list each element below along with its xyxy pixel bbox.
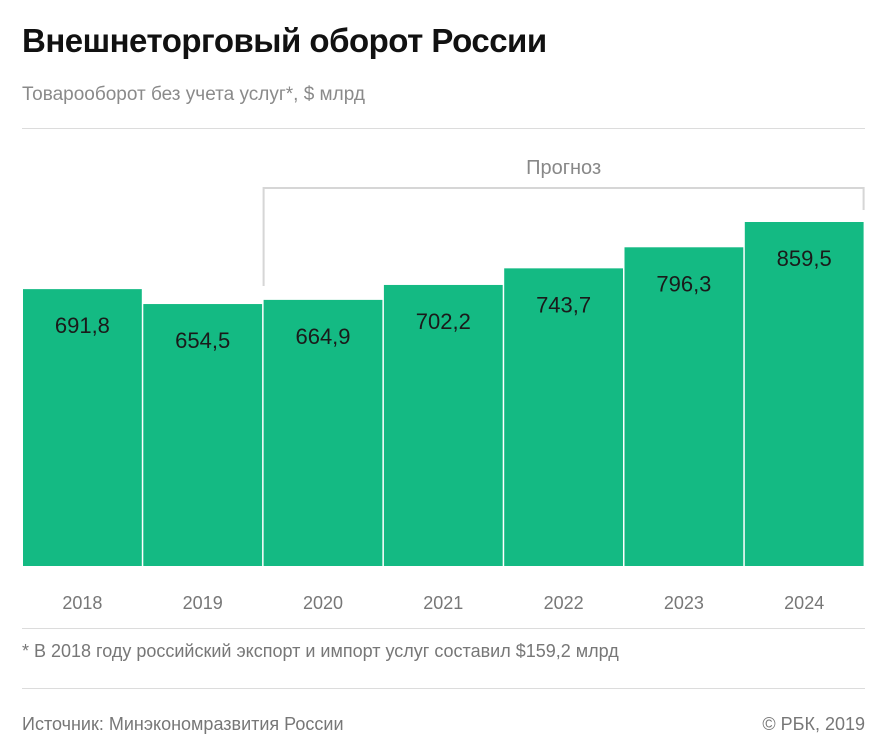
- chart-subtitle: Товарооборот без учета услуг*, $ млрд: [22, 84, 365, 105]
- x-tick-label: 2021: [423, 593, 463, 613]
- x-tick-label: 2024: [784, 593, 824, 613]
- bar-2022: [504, 268, 623, 566]
- x-tick-label: 2022: [544, 593, 584, 613]
- top-divider: [22, 128, 865, 129]
- x-tick-label: 2018: [62, 593, 102, 613]
- source: Источник: Минэкономразвития России: [22, 714, 344, 734]
- data-label: 859,5: [777, 246, 832, 271]
- axis-divider: [22, 628, 865, 629]
- bar-2024: [744, 222, 864, 566]
- bar-2021: [383, 284, 503, 566]
- bar-2019: [143, 304, 263, 566]
- copyright: © РБК, 2019: [762, 714, 865, 734]
- bar-chart: 691,8 2018 654,5 2019 664,9 2020 702,2 2021 743,…: [23, 157, 865, 613]
- bottom-divider: [22, 688, 865, 689]
- bar-2023: [624, 247, 744, 566]
- data-label: 702,2: [416, 309, 471, 334]
- data-label: 796,3: [656, 271, 711, 296]
- bar-2020: [263, 299, 383, 566]
- forecast-label: Прогноз: [526, 157, 601, 179]
- x-tick-label: 2023: [664, 593, 704, 613]
- footnote: * В 2018 году российский экспорт и импор…: [22, 641, 619, 661]
- bar-2018: [23, 289, 142, 566]
- data-label: 743,7: [536, 292, 591, 317]
- data-label: 654,5: [175, 328, 230, 353]
- x-tick-label: 2020: [303, 593, 343, 613]
- data-label: 691,8: [55, 313, 110, 338]
- x-tick-label: 2019: [183, 593, 223, 613]
- forecast-bracket: [262, 187, 865, 286]
- data-label: 664,9: [295, 324, 350, 349]
- chart-title: Внешнеторговый оборот России: [22, 22, 547, 59]
